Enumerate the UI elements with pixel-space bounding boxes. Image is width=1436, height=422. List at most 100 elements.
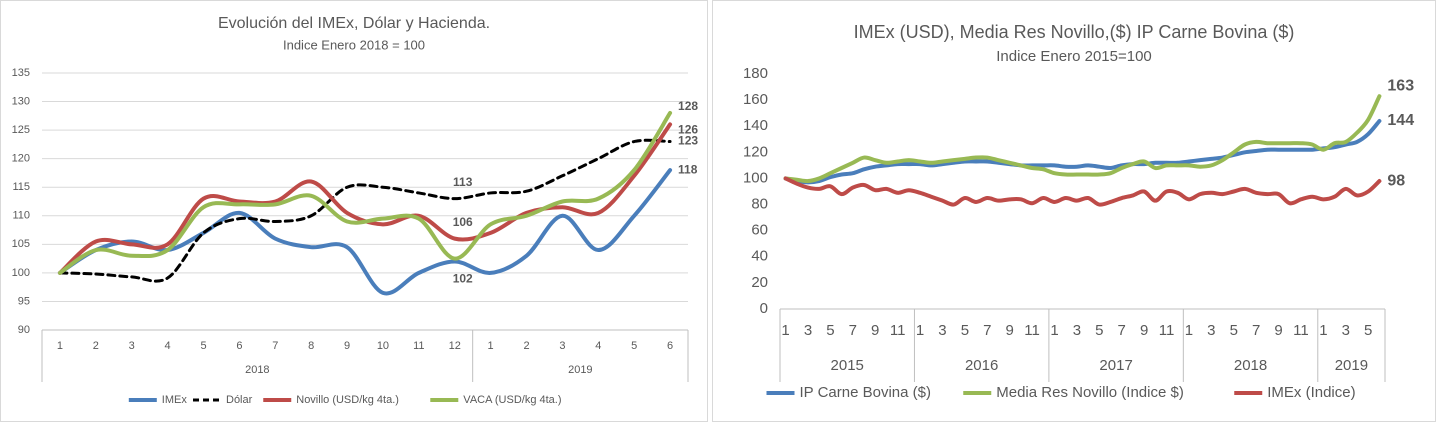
panel-border: [712, 0, 1436, 422]
x-tick-label: 3: [938, 322, 946, 339]
panel-border: [0, 0, 708, 422]
x-tick-label: 9: [871, 322, 879, 339]
x-tick-label: 4: [165, 340, 171, 352]
value-label: 98: [1387, 172, 1405, 189]
y-tick-label: 120: [743, 143, 768, 160]
x-tick-label: 7: [849, 322, 857, 339]
x-tick-label: 3: [559, 340, 565, 352]
y-tick-label: 125: [12, 124, 30, 136]
x-tick-label: 9: [1140, 322, 1148, 339]
x-tick-label: 7: [1118, 322, 1126, 339]
y-tick-label: 180: [743, 65, 768, 82]
x-tick-label: 2: [523, 340, 529, 352]
y-tick-label: 100: [12, 267, 30, 279]
y-tick-label: 130: [12, 95, 30, 107]
x-tick-label: 3: [1207, 322, 1215, 339]
y-tick-label: 100: [743, 169, 768, 186]
x-tick-label: 8: [308, 340, 314, 352]
group-label: 2016: [965, 357, 998, 374]
x-tick-label: 4: [595, 340, 601, 352]
chart-title: IMEx (USD), Media Res Novillo,($) IP Car…: [854, 22, 1295, 42]
x-tick-label: 11: [1024, 322, 1040, 339]
value-label: 113: [453, 175, 473, 189]
x-tick-label: 7: [983, 322, 991, 339]
x-tick-label: 6: [236, 340, 242, 352]
line-series: [783, 119, 1382, 185]
x-tick-label: 10: [377, 340, 389, 352]
y-tick-label: 135: [12, 67, 30, 79]
line-series: [783, 176, 1382, 207]
y-tick-label: 105: [12, 238, 30, 250]
chart-title: Evolución del IMEx, Dólar y Hacienda.: [218, 15, 490, 32]
x-tick-label: 6: [667, 340, 673, 352]
x-tick-label: 9: [1006, 322, 1014, 339]
line-series: [57, 110, 673, 275]
y-tick-label: 160: [743, 91, 768, 108]
y-tick-label: 120: [12, 153, 30, 165]
value-label: 102: [453, 272, 473, 286]
chart-subtitle: Indice Enero 2018 = 100: [283, 37, 425, 52]
x-tick-label: 11: [890, 322, 906, 339]
x-tick-label: 1: [916, 322, 924, 339]
x-tick-label: 12: [449, 340, 461, 352]
x-tick-label: 7: [1252, 322, 1260, 339]
chart-subtitle: Indice Enero 2015=100: [996, 48, 1152, 65]
group-label: 2015: [831, 357, 864, 374]
x-tick-label: 1: [488, 340, 494, 352]
y-tick-label: 20: [751, 274, 768, 291]
x-tick-label: 1: [1185, 322, 1193, 339]
legend-label: IMEx: [162, 394, 188, 406]
value-label: 163: [1387, 77, 1414, 94]
x-tick-label: 3: [129, 340, 135, 352]
group-label: 2019: [568, 364, 592, 376]
group-label: 2018: [1234, 357, 1267, 374]
x-tick-label: 9: [344, 340, 350, 352]
value-label: 128: [678, 99, 698, 113]
group-label: 2017: [1099, 357, 1132, 374]
x-tick-label: 11: [1293, 322, 1309, 339]
value-label: 106: [453, 215, 473, 229]
x-tick-label: 3: [1342, 322, 1350, 339]
x-tick-label: 2: [93, 340, 99, 352]
legend-label: VACA (USD/kg 4ta.): [463, 394, 561, 406]
value-label: 126: [678, 123, 698, 137]
y-tick-label: 0: [760, 300, 768, 317]
legend-label: IMEx (Indice): [1267, 384, 1355, 401]
x-tick-label: 1: [1319, 322, 1327, 339]
x-tick-label: 5: [1364, 322, 1372, 339]
x-tick-label: 5: [826, 322, 834, 339]
x-tick-label: 3: [1073, 322, 1081, 339]
y-tick-label: 40: [751, 248, 768, 265]
line-series: [58, 138, 672, 283]
value-label: 118: [678, 162, 698, 176]
x-tick-label: 7: [272, 340, 278, 352]
x-tick-label: 5: [1230, 322, 1238, 339]
x-tick-label: 3: [804, 322, 812, 339]
x-tick-label: 5: [961, 322, 969, 339]
y-tick-label: 140: [743, 117, 768, 134]
x-tick-label: 5: [1095, 322, 1103, 339]
legend-label: Novillo (USD/kg 4ta.): [296, 394, 399, 406]
group-label: 2019: [1335, 357, 1368, 374]
x-tick-label: 11: [1159, 322, 1175, 339]
y-tick-label: 90: [18, 324, 30, 336]
group-label: 2018: [245, 364, 269, 376]
x-tick-label: 11: [413, 340, 424, 352]
x-tick-label: 5: [631, 340, 637, 352]
x-tick-label: 9: [1274, 322, 1282, 339]
x-tick-label: 1: [1050, 322, 1058, 339]
y-tick-label: 95: [18, 295, 30, 307]
line-series: [783, 94, 1382, 184]
x-tick-label: 1: [57, 340, 63, 352]
value-label: 123: [678, 134, 698, 148]
y-tick-label: 115: [12, 181, 30, 193]
x-tick-label: 1: [781, 322, 789, 339]
y-tick-label: 60: [751, 222, 768, 239]
x-tick-label: 5: [200, 340, 206, 352]
legend-label: Dólar: [226, 394, 253, 406]
legend-label: Media Res Novillo (Indice $): [996, 384, 1184, 401]
value-label: 144: [1387, 112, 1414, 129]
y-tick-label: 110: [12, 210, 30, 222]
y-tick-label: 80: [751, 196, 768, 213]
